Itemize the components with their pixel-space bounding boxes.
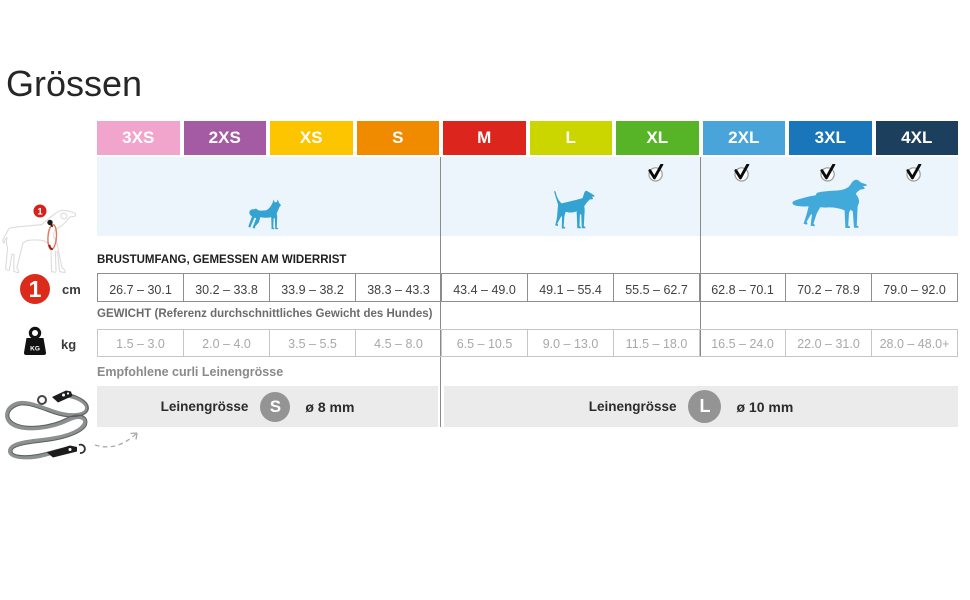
svg-text:1: 1 bbox=[37, 206, 43, 217]
svg-text:KG: KG bbox=[30, 346, 40, 353]
